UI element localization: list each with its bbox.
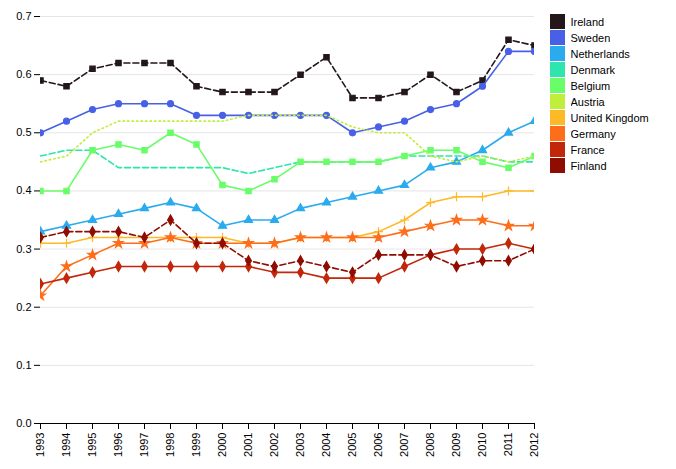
svg-text:2006: 2006 <box>372 433 384 457</box>
html-text:France: France <box>570 143 605 156</box>
svg-text:0.2: 0.2 <box>16 301 31 313</box>
svg-text:1993: 1993 <box>34 433 46 457</box>
html-text:Ireland: Ireland <box>570 15 605 28</box>
svg-text:2011: 2011 <box>502 433 514 457</box>
svg-text:2007: 2007 <box>398 433 410 457</box>
svg-text:0.1: 0.1 <box>16 359 31 371</box>
svg-text:2012: 2012 <box>528 433 540 457</box>
html-text:Belgium: Belgium <box>570 79 611 92</box>
svg-text:0.7: 0.7 <box>16 10 31 22</box>
html-text:United Kingdom: United Kingdom <box>570 111 649 124</box>
svg-text:2003: 2003 <box>294 433 306 457</box>
svg-text:0.6: 0.6 <box>16 68 31 80</box>
svg-text:0.3: 0.3 <box>16 243 31 255</box>
svg-text:1999: 1999 <box>190 433 202 457</box>
svg-text:1995: 1995 <box>86 433 98 457</box>
svg-text:2010: 2010 <box>476 433 488 457</box>
svg-text:2008: 2008 <box>424 433 436 457</box>
svg-text:1994: 1994 <box>60 433 72 457</box>
svg-text:2009: 2009 <box>450 433 462 457</box>
svg-text:1996: 1996 <box>112 433 124 457</box>
svg-text:0.5: 0.5 <box>16 126 31 138</box>
svg-text:1998: 1998 <box>164 433 176 457</box>
html-text:Denmark: Denmark <box>570 63 616 76</box>
svg-text:2004: 2004 <box>320 433 332 457</box>
html-text:Germany: Germany <box>570 127 616 140</box>
svg-text:1997: 1997 <box>138 433 150 457</box>
svg-text:2002: 2002 <box>268 433 280 457</box>
svg-text:2001: 2001 <box>242 433 254 457</box>
svg-text:0.4: 0.4 <box>16 184 31 196</box>
html-text:Finland: Finland <box>570 159 607 172</box>
html-text:Austria: Austria <box>570 95 605 108</box>
svg-text:2000: 2000 <box>216 433 228 457</box>
html-text:Netherlands: Netherlands <box>570 47 630 60</box>
svg-text:2005: 2005 <box>346 433 358 457</box>
svg-text:0.0: 0.0 <box>16 417 31 429</box>
html-text:Sweden: Sweden <box>570 31 611 44</box>
